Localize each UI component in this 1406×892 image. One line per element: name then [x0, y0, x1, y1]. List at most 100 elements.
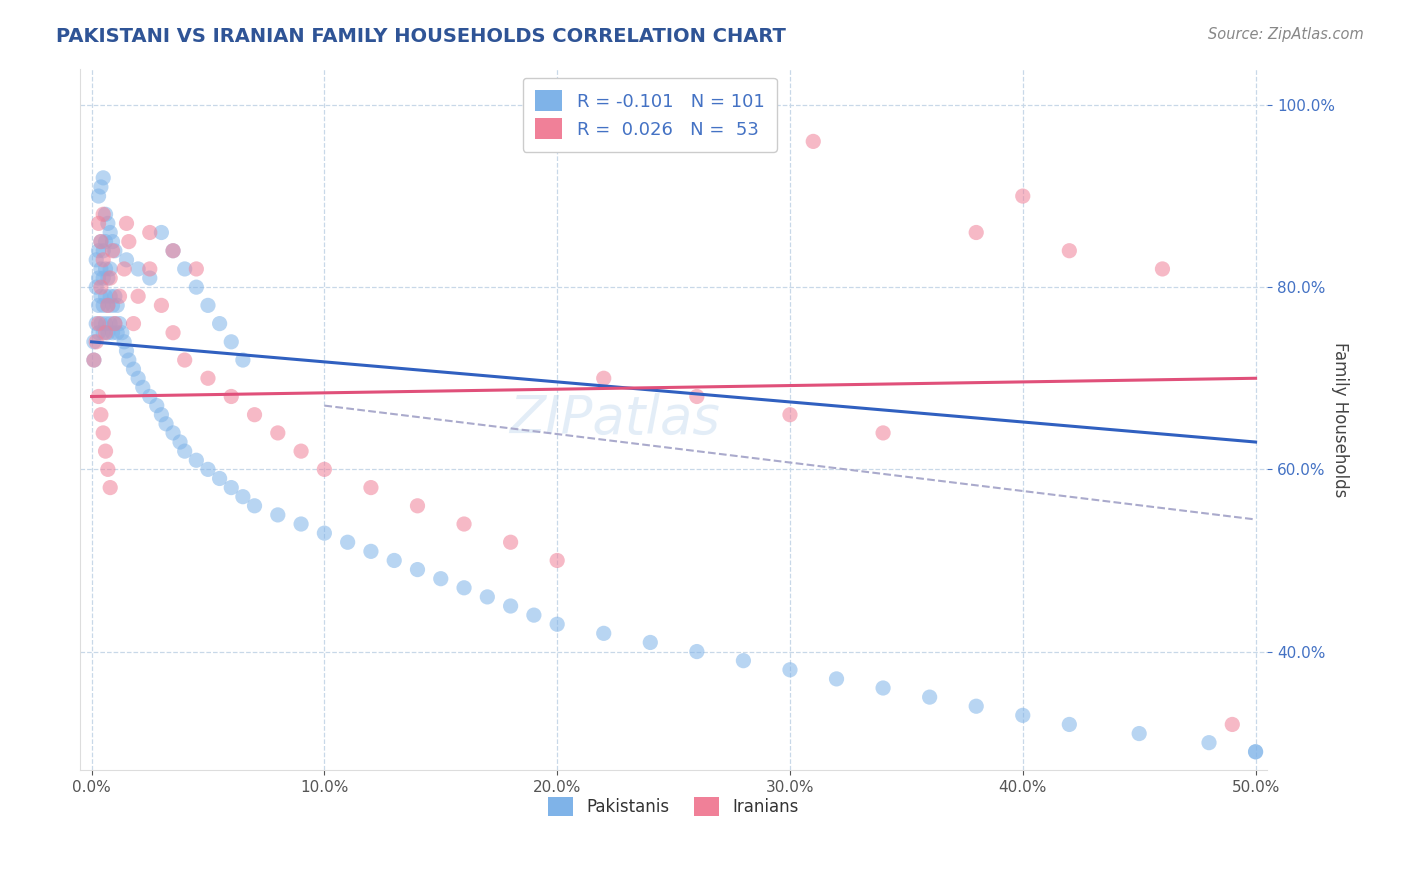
- Point: [122, 362, 145, 376]
- Point: [115, 252, 138, 267]
- Point: [1244, 745, 1267, 759]
- Point: [162, 244, 184, 258]
- Point: [965, 699, 987, 714]
- Point: [267, 425, 290, 440]
- Point: [94, 289, 117, 303]
- Point: [965, 226, 987, 240]
- Point: [232, 353, 254, 368]
- Point: [111, 326, 134, 340]
- Point: [139, 226, 162, 240]
- Point: [91, 326, 114, 340]
- Text: ZIPatlas: ZIPatlas: [509, 393, 720, 445]
- Point: [197, 371, 219, 385]
- Point: [91, 271, 114, 285]
- Point: [523, 608, 546, 623]
- Point: [546, 553, 568, 567]
- Point: [162, 244, 184, 258]
- Point: [314, 462, 336, 476]
- Point: [640, 635, 662, 649]
- Point: [91, 170, 114, 185]
- Point: [546, 617, 568, 632]
- Point: [84, 252, 107, 267]
- Point: [115, 343, 138, 358]
- Legend: Pakistanis, Iranians: Pakistanis, Iranians: [540, 789, 807, 825]
- Point: [139, 262, 162, 277]
- Point: [87, 216, 110, 230]
- Point: [382, 553, 405, 567]
- Point: [90, 317, 112, 331]
- Point: [150, 298, 173, 312]
- Point: [97, 271, 120, 285]
- Point: [87, 326, 110, 340]
- Point: [127, 371, 149, 385]
- Text: PAKISTANI VS IRANIAN FAMILY HOUSEHOLDS CORRELATION CHART: PAKISTANI VS IRANIAN FAMILY HOUSEHOLDS C…: [56, 27, 786, 45]
- Point: [98, 262, 121, 277]
- Point: [918, 690, 941, 705]
- Point: [104, 244, 127, 258]
- Point: [83, 353, 105, 368]
- Point: [87, 271, 110, 285]
- Point: [290, 444, 312, 458]
- Point: [243, 499, 266, 513]
- Point: [90, 289, 112, 303]
- Point: [108, 317, 131, 331]
- Point: [91, 244, 114, 258]
- Point: [499, 599, 522, 613]
- Point: [733, 654, 755, 668]
- Point: [97, 298, 120, 312]
- Point: [499, 535, 522, 549]
- Point: [872, 681, 894, 695]
- Point: [97, 298, 120, 312]
- Point: [145, 399, 167, 413]
- Point: [162, 326, 184, 340]
- Point: [150, 408, 173, 422]
- Point: [115, 216, 138, 230]
- Point: [139, 389, 162, 403]
- Point: [197, 298, 219, 312]
- Point: [173, 444, 195, 458]
- Point: [801, 135, 824, 149]
- Point: [87, 189, 110, 203]
- Point: [290, 516, 312, 531]
- Point: [112, 262, 135, 277]
- Point: [91, 298, 114, 312]
- Point: [336, 535, 359, 549]
- Point: [1152, 262, 1174, 277]
- Point: [87, 389, 110, 403]
- Point: [94, 207, 117, 221]
- Point: [173, 353, 195, 368]
- Point: [90, 262, 112, 277]
- Point: [84, 317, 107, 331]
- Point: [453, 516, 475, 531]
- Point: [97, 326, 120, 340]
- Point: [90, 235, 112, 249]
- Point: [186, 262, 208, 277]
- Point: [127, 262, 149, 277]
- Point: [208, 471, 231, 485]
- Point: [91, 207, 114, 221]
- Point: [87, 244, 110, 258]
- Point: [94, 317, 117, 331]
- Point: [232, 490, 254, 504]
- Point: [219, 334, 242, 349]
- Point: [91, 425, 114, 440]
- Point: [1059, 717, 1081, 731]
- Point: [112, 334, 135, 349]
- Text: Source: ZipAtlas.com: Source: ZipAtlas.com: [1208, 27, 1364, 42]
- Point: [97, 462, 120, 476]
- Point: [173, 262, 195, 277]
- Point: [87, 317, 110, 331]
- Point: [1011, 189, 1033, 203]
- Point: [90, 180, 112, 194]
- Point: [162, 425, 184, 440]
- Point: [98, 289, 121, 303]
- Point: [94, 326, 117, 340]
- Point: [104, 289, 127, 303]
- Point: [406, 499, 429, 513]
- Point: [132, 380, 155, 394]
- Point: [360, 544, 382, 558]
- Point: [104, 317, 127, 331]
- Point: [477, 590, 499, 604]
- Point: [1220, 717, 1243, 731]
- Point: [118, 235, 141, 249]
